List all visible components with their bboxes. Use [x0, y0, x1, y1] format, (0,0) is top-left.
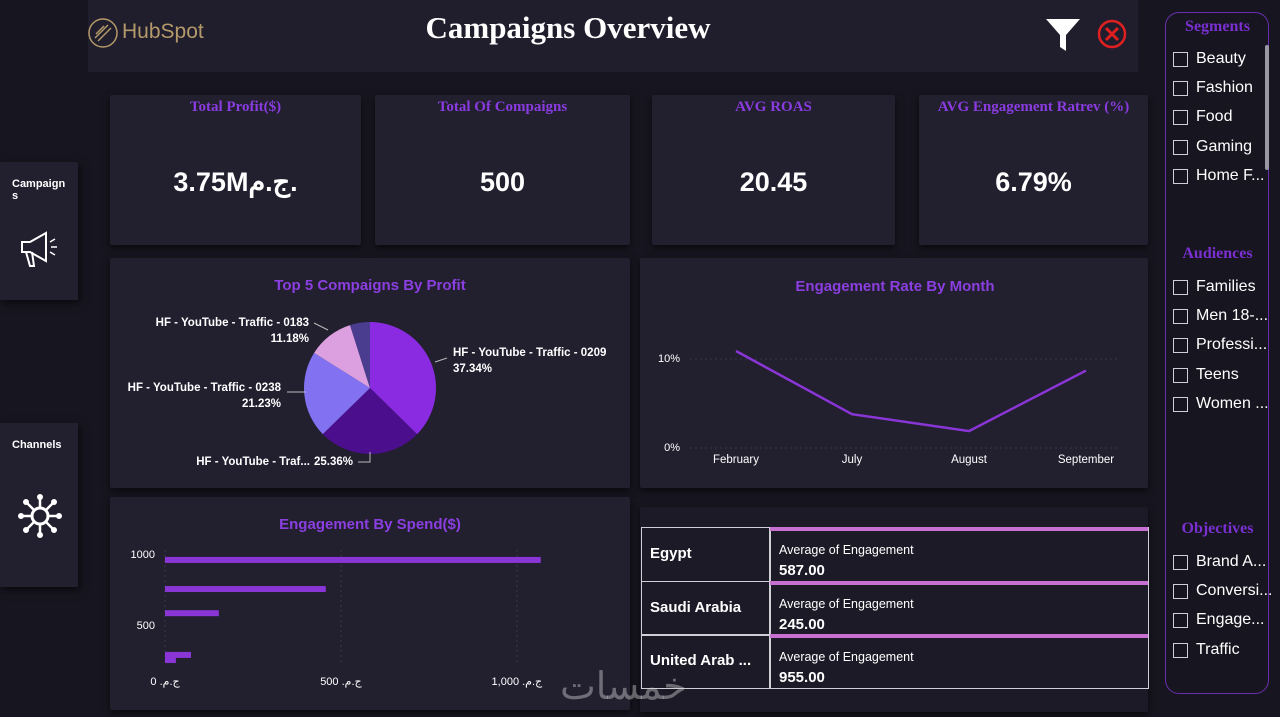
- checkbox[interactable]: [1173, 555, 1188, 570]
- nav-channels[interactable]: Channels: [0, 423, 78, 587]
- row-accent: [770, 527, 1148, 531]
- slicer-item[interactable]: Gaming: [1196, 137, 1253, 155]
- metric-label: Average of Engagement: [779, 596, 914, 611]
- slicer-title: Objectives: [1181, 520, 1254, 537]
- logo-text: HubSpot: [122, 20, 204, 43]
- kpi-value: 20.45: [739, 167, 808, 197]
- checkbox[interactable]: [1173, 642, 1188, 658]
- kpi-value: 3.75Mج.م.: [173, 167, 298, 197]
- slicer-item[interactable]: Women ...: [1196, 394, 1269, 412]
- metric-value: 587.00: [779, 562, 825, 579]
- checkbox[interactable]: [1173, 584, 1188, 600]
- metric-value: 245.00: [779, 615, 825, 633]
- checkbox[interactable]: [1173, 309, 1188, 325]
- kpi-card: AVG Engagement Ratrev (%) 6.79%: [919, 95, 1148, 245]
- checkbox[interactable]: [1173, 280, 1188, 295]
- slicer-item[interactable]: Beauty: [1196, 50, 1246, 67]
- slicer-item[interactable]: Traffic: [1196, 640, 1240, 658]
- bar-card: [110, 497, 630, 710]
- watermark: خمسات: [560, 666, 687, 708]
- close-button[interactable]: [1096, 18, 1128, 50]
- kpi-label: Total Profit($): [189, 99, 282, 115]
- checkbox[interactable]: [1173, 110, 1188, 126]
- table-cell: [641, 634, 771, 689]
- kpi-value: 6.79%: [995, 167, 1072, 197]
- row-name: Saudi Arabia: [650, 598, 742, 616]
- line-card: [640, 258, 1148, 488]
- slicer-title: Segments: [1185, 18, 1250, 35]
- checkbox[interactable]: [1173, 367, 1188, 383]
- slicer-item[interactable]: Men 18-...: [1196, 307, 1269, 325]
- kpi-label: AVG ROAS: [735, 99, 812, 115]
- checkbox[interactable]: [1173, 81, 1188, 97]
- table-card: [640, 507, 1148, 712]
- kpi-card: Total Profit($) 3.75Mج.م.: [110, 95, 361, 245]
- nav-label: Campaigns: [12, 178, 66, 202]
- kpi-label: AVG Engagement Ratrev (%): [937, 99, 1130, 115]
- checkbox[interactable]: [1173, 613, 1188, 629]
- slicer-item[interactable]: Engage...: [1196, 611, 1265, 629]
- slicer-item[interactable]: Conversi...: [1196, 582, 1273, 600]
- kpi-label: Total Of Compaigns: [437, 99, 568, 115]
- slicer-item[interactable]: Professi...: [1196, 336, 1268, 354]
- filter-button[interactable]: [1044, 16, 1082, 54]
- pie-card: [110, 258, 630, 488]
- checkbox[interactable]: [1173, 338, 1188, 354]
- kpi-card: Total Of Compaigns 500: [375, 95, 630, 245]
- row-accent: [770, 634, 1148, 638]
- table-cell: [641, 580, 771, 636]
- page-title: Campaigns Overview: [425, 10, 711, 45]
- network-icon: [18, 494, 62, 538]
- checkbox[interactable]: [1173, 168, 1188, 184]
- megaphone-icon: [21, 231, 57, 267]
- checkbox[interactable]: [1173, 52, 1188, 67]
- kpi-card: AVG ROAS 20.45: [652, 95, 895, 245]
- row-name: United Arab ...: [650, 652, 752, 669]
- metric-value: 955.00: [779, 669, 825, 686]
- logo-icon: [88, 18, 118, 48]
- kpi-value: 500: [479, 167, 526, 197]
- slicer-panel: [1165, 12, 1269, 694]
- row-name: Egypt: [650, 545, 692, 562]
- slicer-item[interactable]: Home F...: [1196, 166, 1265, 184]
- slicer-item[interactable]: Food: [1196, 108, 1233, 126]
- slicer-item[interactable]: Brand A...: [1196, 553, 1267, 570]
- header-bar: [88, 0, 1138, 72]
- checkbox[interactable]: [1173, 396, 1188, 412]
- slicer-item[interactable]: Teens: [1196, 365, 1239, 383]
- nav-label: Channels: [12, 439, 62, 451]
- row-accent: [770, 580, 1148, 585]
- table-cell: [641, 527, 771, 582]
- metric-label: Average of Engagement: [779, 543, 914, 557]
- slicer-title: Audiences: [1182, 245, 1253, 262]
- nav-campaigns[interactable]: Campaigns: [0, 162, 78, 300]
- checkbox[interactable]: [1173, 139, 1188, 155]
- metric-label: Average of Engagement: [779, 650, 914, 664]
- scrollbar[interactable]: [1265, 45, 1269, 170]
- slicer-item[interactable]: Families: [1196, 278, 1256, 295]
- slicer-item[interactable]: Fashion: [1196, 79, 1253, 97]
